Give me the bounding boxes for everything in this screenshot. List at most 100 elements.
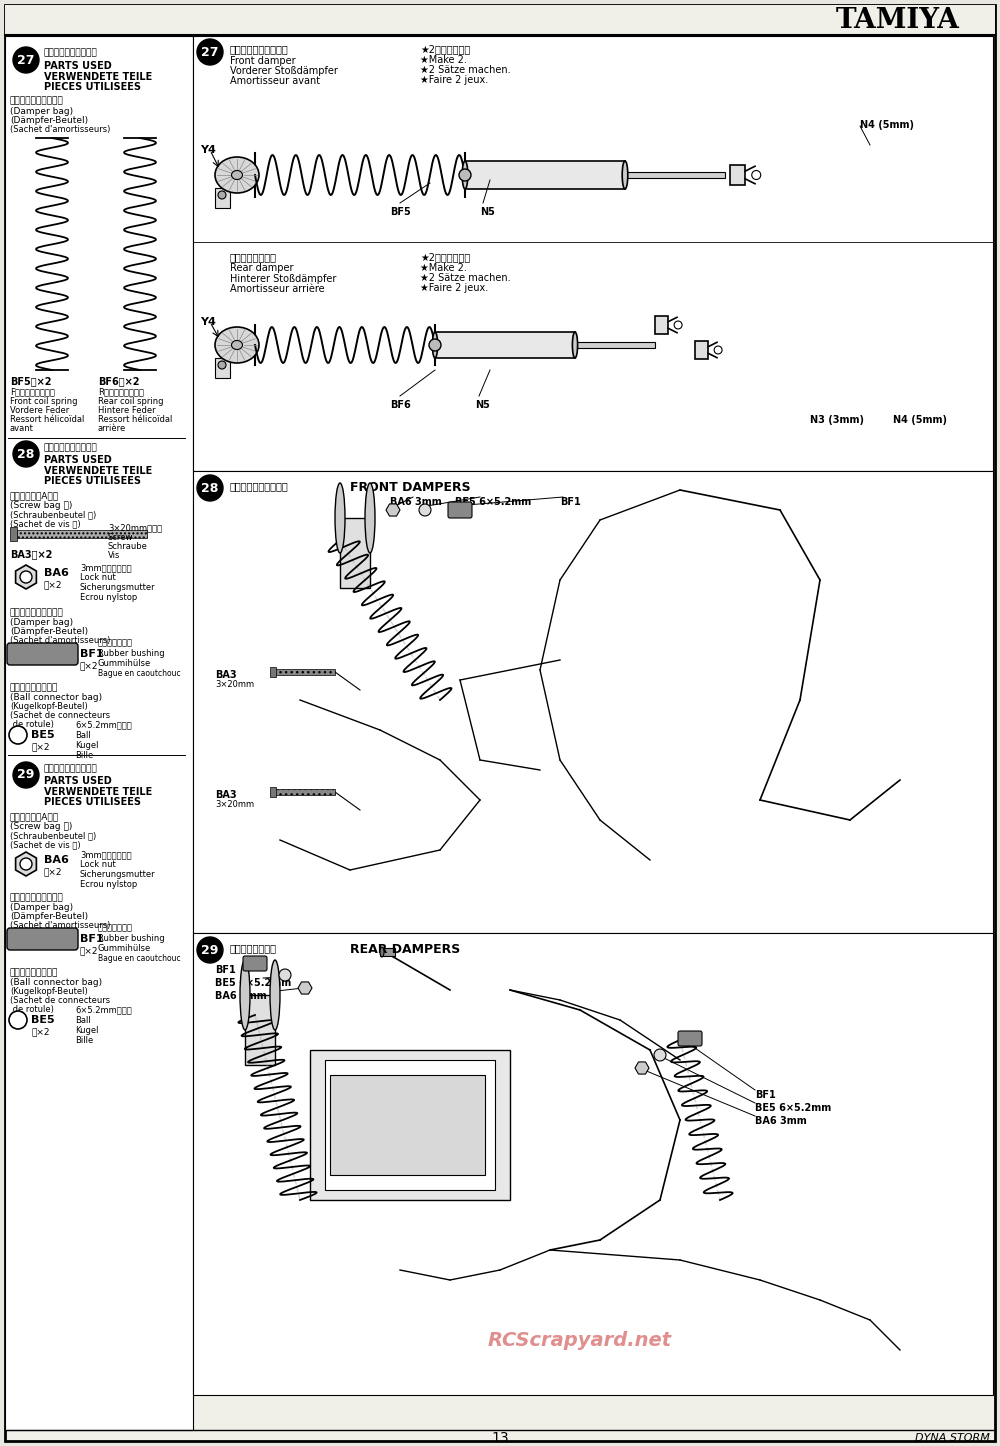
Bar bbox=[340, 518, 370, 589]
Bar bbox=[380, 949, 395, 956]
Text: ラバーブッシュ: ラバーブッシュ bbox=[98, 638, 133, 646]
Text: BA3・×2: BA3・×2 bbox=[10, 549, 52, 560]
Text: ラバーブッシュ: ラバーブッシュ bbox=[98, 923, 133, 933]
Text: Ecrou nylstop: Ecrou nylstop bbox=[80, 881, 137, 889]
Text: N4 (5mm): N4 (5mm) bbox=[860, 120, 914, 130]
Bar bbox=[270, 787, 276, 797]
Text: PIECES UTILISEES: PIECES UTILISEES bbox=[44, 797, 141, 807]
Bar bbox=[5, 4, 995, 35]
Text: Lock nut: Lock nut bbox=[80, 573, 116, 581]
FancyBboxPatch shape bbox=[7, 928, 78, 950]
Bar bbox=[193, 36, 993, 471]
Text: (Screw bag Ⓐ): (Screw bag Ⓐ) bbox=[10, 500, 72, 510]
Polygon shape bbox=[635, 1061, 649, 1074]
Ellipse shape bbox=[232, 340, 242, 350]
Text: REAR DAMPERS: REAR DAMPERS bbox=[350, 943, 460, 956]
Text: N4 (5mm): N4 (5mm) bbox=[893, 415, 947, 425]
Text: PARTS USED: PARTS USED bbox=[44, 61, 112, 71]
Text: TAMIYA: TAMIYA bbox=[836, 6, 960, 33]
Text: 13: 13 bbox=[491, 1432, 509, 1445]
Circle shape bbox=[714, 346, 722, 354]
Text: 〈使用する小物金具〉: 〈使用する小物金具〉 bbox=[44, 48, 98, 56]
Text: BF5・×2: BF5・×2 bbox=[10, 376, 52, 386]
Text: 3mmロックナット: 3mmロックナット bbox=[80, 850, 132, 859]
Text: 〈使用する小物金具〉: 〈使用する小物金具〉 bbox=[44, 442, 98, 453]
Text: (Schraubenbeutel Ⓐ): (Schraubenbeutel Ⓐ) bbox=[10, 831, 96, 840]
Text: ★Faire 2 jeux.: ★Faire 2 jeux. bbox=[420, 75, 488, 85]
Text: Hinterer Stoßdämpfer: Hinterer Stoßdämpfer bbox=[230, 273, 336, 283]
Text: (Ball connector bag): (Ball connector bag) bbox=[10, 977, 102, 988]
Circle shape bbox=[279, 969, 291, 980]
Bar bbox=[215, 188, 230, 208]
Text: Vis: Vis bbox=[108, 551, 120, 560]
Circle shape bbox=[419, 505, 431, 516]
Ellipse shape bbox=[232, 171, 242, 179]
Text: (Kugelkopf-Beutel): (Kugelkopf-Beutel) bbox=[10, 988, 88, 996]
Circle shape bbox=[9, 726, 27, 745]
Circle shape bbox=[459, 169, 471, 181]
Text: Ecrou nylstop: Ecrou nylstop bbox=[80, 593, 137, 602]
Text: N5: N5 bbox=[475, 401, 490, 411]
Text: ・×2: ・×2 bbox=[44, 580, 62, 589]
Polygon shape bbox=[16, 565, 36, 589]
Polygon shape bbox=[16, 852, 36, 876]
Text: ★Faire 2 jeux.: ★Faire 2 jeux. bbox=[420, 283, 488, 294]
Text: （ビス袋詰（A））: （ビス袋詰（A）） bbox=[10, 492, 59, 500]
Bar bbox=[193, 933, 993, 1395]
Text: Gummihülse: Gummihülse bbox=[98, 944, 151, 953]
Circle shape bbox=[429, 338, 441, 351]
Text: 6×5.2mmボール: 6×5.2mmボール bbox=[75, 1005, 132, 1014]
Text: (Dämpfer-Beutel): (Dämpfer-Beutel) bbox=[10, 116, 88, 124]
Ellipse shape bbox=[462, 161, 468, 189]
Ellipse shape bbox=[240, 960, 250, 1030]
Text: (Sachet de vis Ⓐ): (Sachet de vis Ⓐ) bbox=[10, 840, 81, 849]
Ellipse shape bbox=[215, 158, 259, 192]
Text: ・×2: ・×2 bbox=[31, 1027, 50, 1035]
Text: （フロントダンパー）: （フロントダンパー） bbox=[230, 482, 289, 492]
Text: (Screw bag Ⓐ): (Screw bag Ⓐ) bbox=[10, 821, 72, 831]
Text: BA6: BA6 bbox=[44, 855, 69, 865]
Text: ・×2: ・×2 bbox=[31, 742, 50, 750]
Text: BA6 3mm: BA6 3mm bbox=[390, 497, 442, 508]
Ellipse shape bbox=[365, 483, 375, 552]
Circle shape bbox=[218, 362, 226, 369]
Text: BE5 6×5.2mm: BE5 6×5.2mm bbox=[755, 1103, 831, 1113]
Text: avant: avant bbox=[10, 424, 34, 432]
Text: BF1: BF1 bbox=[560, 497, 581, 508]
Text: Amortisseur arrière: Amortisseur arrière bbox=[230, 283, 325, 294]
Text: Bague en caoutchouc: Bague en caoutchouc bbox=[98, 954, 181, 963]
Text: （ダンパー部品袋詰）: （ダンパー部品袋詰） bbox=[10, 95, 64, 106]
Text: BF6: BF6 bbox=[390, 401, 411, 411]
Text: BF5: BF5 bbox=[390, 207, 411, 217]
Text: (Schraubenbeutel Ⓐ): (Schraubenbeutel Ⓐ) bbox=[10, 510, 96, 519]
Text: PIECES UTILISEES: PIECES UTILISEES bbox=[44, 82, 141, 93]
Text: （ダンパー部品袋詰）: （ダンパー部品袋詰） bbox=[10, 894, 64, 902]
Text: BF6・×2: BF6・×2 bbox=[98, 376, 140, 386]
Text: BF1: BF1 bbox=[80, 649, 104, 659]
Text: BF1: BF1 bbox=[215, 964, 236, 975]
Bar bbox=[310, 1050, 510, 1200]
Circle shape bbox=[13, 48, 39, 72]
Text: ★Make 2.: ★Make 2. bbox=[420, 55, 467, 65]
Text: Kugel: Kugel bbox=[75, 740, 98, 750]
Bar bbox=[215, 359, 230, 377]
Text: ・×2: ・×2 bbox=[44, 868, 62, 876]
Text: BA3: BA3 bbox=[215, 669, 237, 680]
Text: PIECES UTILISEES: PIECES UTILISEES bbox=[44, 476, 141, 486]
Text: de rotule): de rotule) bbox=[10, 720, 54, 729]
Bar bbox=[223, 179, 251, 188]
Bar bbox=[330, 1074, 485, 1176]
Text: （ビス袋詰（A））: （ビス袋詰（A）） bbox=[10, 813, 59, 821]
Text: FRONT DAMPERS: FRONT DAMPERS bbox=[350, 482, 471, 495]
Circle shape bbox=[197, 937, 223, 963]
Text: ★Make 2.: ★Make 2. bbox=[420, 263, 467, 273]
Text: BE5 6×5.2mm: BE5 6×5.2mm bbox=[215, 977, 291, 988]
Text: 27: 27 bbox=[17, 54, 35, 67]
Bar bbox=[575, 343, 655, 348]
Ellipse shape bbox=[335, 483, 345, 552]
Ellipse shape bbox=[432, 333, 438, 359]
Text: (Dämpfer-Beutel): (Dämpfer-Beutel) bbox=[10, 912, 88, 921]
Text: ★2 Sätze machen.: ★2 Sätze machen. bbox=[420, 65, 511, 75]
Text: VERWENDETE TEILE: VERWENDETE TEILE bbox=[44, 72, 152, 82]
Bar bbox=[465, 161, 625, 189]
